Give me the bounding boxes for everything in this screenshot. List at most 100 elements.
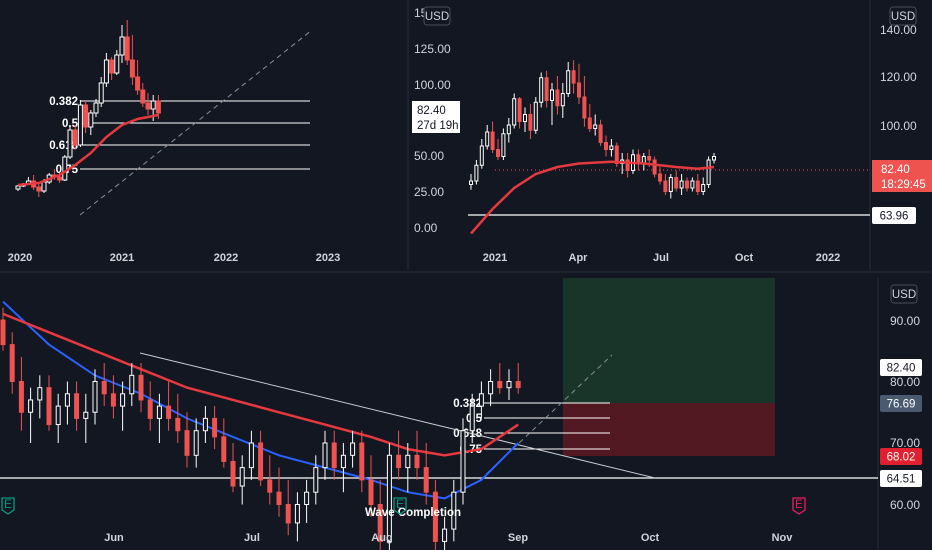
live-price-tag-bg: [872, 160, 932, 192]
candle-body: [294, 504, 300, 524]
y-tick-bottom-70.00: 70.00: [890, 436, 920, 450]
y-tick-bottom-60.00: 60.00: [890, 498, 920, 512]
candle-body: [156, 405, 162, 419]
candle-body: [98, 82, 104, 104]
target-tag-bottom-text: 76.69: [887, 399, 916, 411]
currency-badge-bg: [889, 6, 917, 26]
candle-body: [124, 36, 130, 61]
x-tick-bottom-Nov: Nov: [772, 532, 794, 544]
candle-body: [230, 460, 236, 487]
loss-zone: [563, 403, 775, 456]
candle-body: [571, 70, 576, 84]
candle-body: [469, 405, 475, 432]
live-price-tag: 82.40 18:29:45: [872, 160, 932, 192]
candle-body: [140, 89, 146, 104]
y-tick-mid-100.00: 100.00: [414, 78, 451, 92]
y-tick-right-120.00: 120.00: [880, 70, 917, 84]
candle-body: [706, 159, 711, 185]
candle-body: [64, 393, 70, 407]
price-tag-bottom: 82.40: [880, 359, 922, 376]
earnings-event-icon-aug-letter: E: [396, 499, 404, 511]
candle-body: [506, 124, 511, 135]
candle-body: [340, 454, 346, 469]
earnings-event-icon-upcoming[interactable]: E: [792, 497, 806, 515]
candle-body: [523, 114, 527, 122]
candles-top-right: [469, 60, 716, 199]
candle-body: [555, 89, 560, 107]
x-tick-top-right-2021: 2021: [483, 252, 507, 264]
candle-body: [497, 381, 503, 389]
candle-body: [652, 159, 657, 175]
candle-body: [614, 145, 619, 164]
fib-label-0.5: 0.5: [62, 118, 79, 130]
candle-body: [155, 100, 161, 114]
y-tick-mid-125.00: 125.00: [414, 42, 451, 56]
support-tag-top-right: 63.96: [872, 207, 916, 224]
candle-body: [478, 393, 484, 407]
x-tick-top-right-Oct: Oct: [735, 252, 754, 264]
candle-body: [609, 145, 614, 150]
candle-body: [313, 467, 319, 493]
candle-body: [57, 176, 63, 181]
y-tick-bottom-80.00: 80.00: [890, 375, 920, 389]
candle-body: [145, 102, 151, 110]
support-tag-bottom-text: 64.51: [887, 474, 916, 486]
support-tag-top-right-text: 63.96: [880, 211, 909, 223]
candle-body: [304, 491, 310, 506]
candle-body: [587, 117, 592, 129]
x-tick-top-right-Apr: Apr: [569, 252, 589, 264]
candle-body: [566, 70, 571, 94]
earnings-event-icon[interactable]: E: [1, 497, 15, 515]
candle-body: [119, 36, 125, 56]
currency-badge-text: USD: [891, 11, 915, 23]
candle-body: [41, 181, 47, 192]
candle-body: [88, 112, 94, 128]
candle-body: [103, 59, 109, 84]
candle-body: [506, 381, 512, 389]
candle-body: [701, 184, 706, 192]
candle-body: [109, 59, 115, 74]
candle-body: [490, 131, 495, 150]
price-tag-mid: 82.40 27d 19h: [412, 101, 460, 133]
trendline-white-bottom: [139, 352, 656, 479]
candle-body: [175, 417, 181, 432]
candle-body: [72, 129, 78, 146]
earnings-event-icon-upcoming-letter: E: [795, 499, 803, 511]
candle-body: [67, 129, 73, 158]
candle-body: [474, 164, 479, 182]
earnings-event-icon-aug[interactable]: E: [393, 497, 407, 515]
candle-body: [377, 504, 383, 542]
currency-badge-bg: [890, 284, 918, 304]
candle-body: [248, 442, 254, 469]
candle-body: [625, 159, 630, 171]
live-price-value: 82.40: [881, 164, 910, 176]
candle-body: [110, 393, 116, 407]
candle-body: [469, 180, 473, 185]
candle-body: [517, 98, 522, 122]
candle-body: [668, 177, 673, 192]
candle-body: [712, 156, 716, 161]
candle-body: [147, 399, 153, 419]
currency-badge-bottom: USD: [890, 284, 918, 304]
candle-body: [212, 417, 218, 438]
candle-body: [679, 180, 684, 189]
candle-body: [550, 89, 554, 101]
candle-body: [695, 180, 700, 192]
candle-body: [405, 454, 411, 469]
candle-body: [533, 101, 538, 131]
fib-label-0.382: 0.382: [49, 96, 78, 108]
candles-top-left: [15, 20, 161, 197]
candle-body: [36, 186, 42, 192]
candle-body: [690, 180, 695, 189]
candle-body: [331, 442, 337, 469]
candle-body: [451, 491, 457, 530]
candle-body: [528, 114, 533, 131]
y-tick-mid-0.00: 0.00: [414, 221, 438, 235]
x-tick-2021: 2021: [110, 252, 134, 264]
candle-body: [46, 387, 52, 426]
stop-tag-bottom: 68.02: [880, 448, 922, 465]
candle-body: [150, 100, 156, 110]
support-tag-bottom: 64.51: [880, 470, 922, 487]
candle-body: [604, 142, 608, 150]
